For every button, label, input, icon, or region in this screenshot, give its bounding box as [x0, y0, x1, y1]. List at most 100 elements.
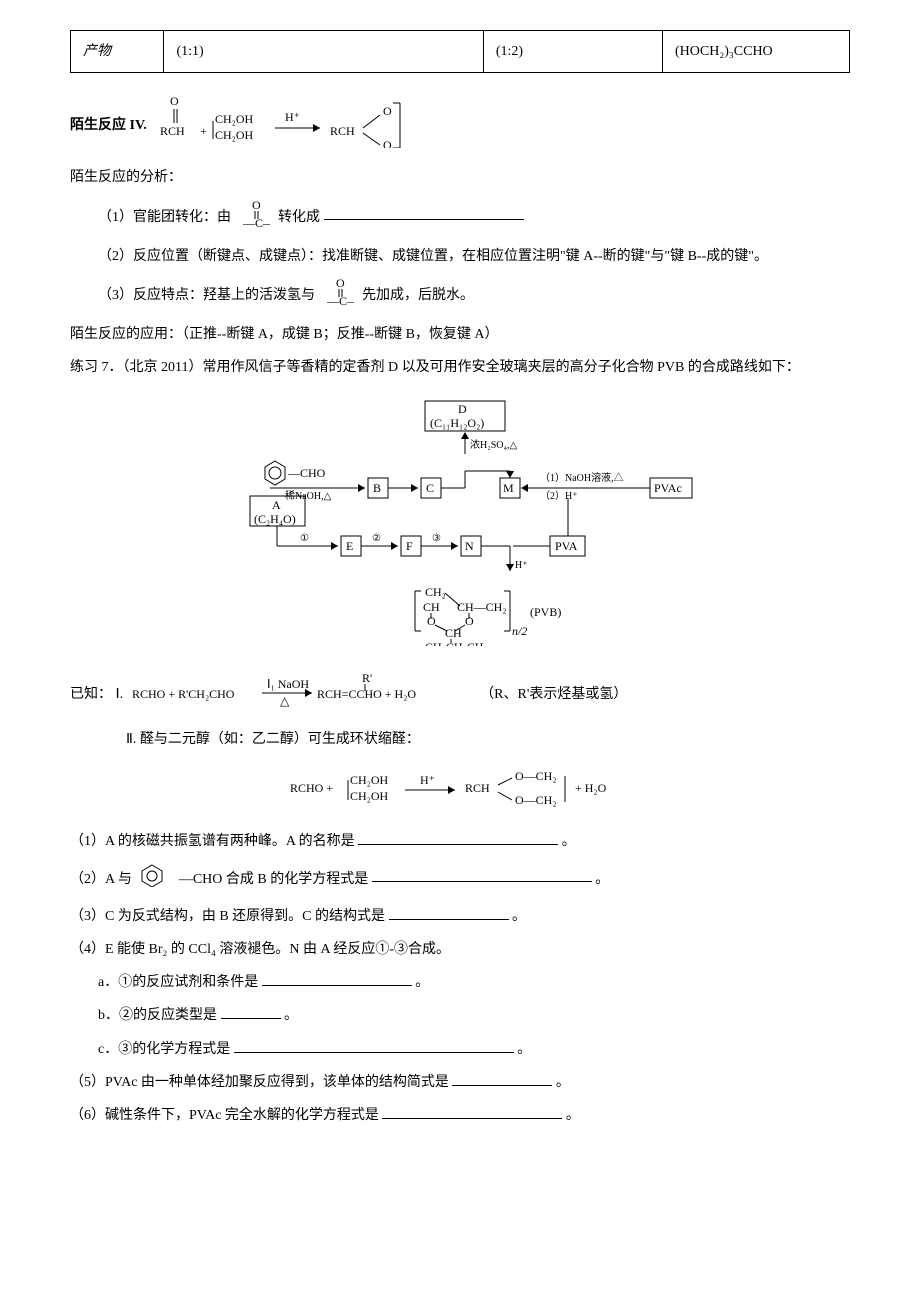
q4b: b．②的反应类型是 。 [70, 1003, 850, 1028]
analysis-1: （1）官能团转化：由 O—C— 转化成 [70, 199, 850, 236]
svg-text:—C—: —C— [242, 216, 270, 227]
q6-blank [382, 1105, 562, 1119]
known-2-num: Ⅱ. [126, 732, 136, 747]
svg-text:CH₂OH: CH₂OH [350, 773, 389, 787]
q4c-end: 。 [517, 1042, 531, 1057]
known-label: 已知： [70, 687, 112, 702]
svg-text:CH: CH [423, 600, 440, 614]
svg-text:Ⅰ₁ NaOH: Ⅰ₁ NaOH [267, 677, 309, 691]
q4a-blank [262, 972, 412, 986]
q3-end: 。 [512, 909, 526, 924]
q1: （1）A 的核磁共振氢谱有两种峰。A 的名称是 。 [70, 829, 850, 854]
blank-1 [324, 206, 524, 220]
svg-text:△: △ [280, 694, 290, 708]
q4c: c．③的化学方程式是 。 [70, 1037, 850, 1062]
svg-text:CH₂OH: CH₂OH [215, 112, 254, 126]
svg-text:H⁺: H⁺ [515, 560, 528, 571]
analysis-1-pre: （1）官能团转化：由 [98, 209, 231, 224]
analysis-2: （2）反应位置（断键点、成键点）：找准断键、成键位置，在相应位置注明"键 A--… [70, 244, 850, 269]
svg-text:①: ① [300, 533, 309, 544]
svg-text:+: + [200, 124, 207, 138]
svg-text:C: C [426, 481, 434, 495]
q6: （6）碱性条件下，PVAc 完全水解的化学方程式是 。 [70, 1103, 850, 1128]
header-table: 产物 (1:1) (1:2) (HOCH₂)₃CCHO [70, 30, 850, 73]
q4: （4）E 能使 Br₂ 的 CCl₄ 溶液褪色。N 由 A 经反应①-③合成。 [70, 937, 850, 962]
cell-2: (1:2) [483, 31, 662, 73]
svg-text:(PVB): (PVB) [530, 605, 561, 619]
known-section: 已知： Ⅰ. RCHO + R'CH₂CHO Ⅰ₁ NaOH △ R' RCH=… [70, 670, 850, 719]
svg-text:—CHO: —CHO [287, 466, 326, 480]
known-2-eq: RCHO + CH₂OH CH₂OH H⁺ RCH O—CH₂ O—CH₂ + … [70, 762, 850, 819]
application-line1: 陌生反应的应用：（正推--断键 A，成键 B；反推--断键 B，恢复键 A） [70, 322, 850, 347]
q4a: a．①的反应试剂和条件是 。 [70, 970, 850, 995]
cell-1: (1:1) [164, 31, 483, 73]
svg-text:CH₂OH: CH₂OH [350, 789, 389, 803]
svg-text:H⁺: H⁺ [420, 773, 435, 787]
svg-text:RCHO +: RCHO + [290, 781, 333, 795]
reaction-iv-row: 陌生反应 IV. O RCH + CH₂OH CH₂OH H⁺ RCH O O [70, 93, 850, 157]
q1-blank [358, 831, 558, 845]
svg-text:F: F [406, 539, 413, 553]
q5-text: （5）PVAc 由一种单体经加聚反应得到，该单体的结构简式是 [70, 1075, 449, 1090]
svg-text:CH: CH [445, 626, 462, 640]
known-1-note: （R、R'表示烃基或氢） [480, 687, 627, 702]
svg-text:RCH: RCH [465, 781, 490, 795]
application-line2: 练习 7．（北京 2011）常用作风信子等香精的定香剂 D 以及可用作安全玻璃夹… [70, 355, 850, 380]
q4a-text: a．①的反应试剂和条件是 [98, 975, 258, 990]
q4c-text: c．③的化学方程式是 [98, 1042, 230, 1057]
svg-text:N: N [465, 539, 474, 553]
q1-text: （1）A 的核磁共振氢谱有两种峰。A 的名称是 [70, 834, 355, 849]
svg-text:—C—: —C— [326, 294, 354, 305]
benzene-icon [135, 863, 175, 896]
svg-text:O—CH₂: O—CH₂ [515, 793, 557, 807]
q2-text: （2）A 与 [70, 871, 132, 886]
reaction-iv-formula: O RCH + CH₂OH CH₂OH H⁺ RCH O O [150, 93, 430, 157]
q5-blank [452, 1072, 552, 1086]
svg-text:CH—CH₂: CH—CH₂ [457, 600, 507, 614]
svg-text:浓H₂SO₄,△: 浓H₂SO₄,△ [470, 439, 517, 451]
synthesis-diagram: D (C₁₁H₁₂O₂) 浓H₂SO₄,△ —CHO A (C₂H₄O) 稀Na… [70, 396, 850, 655]
q2-blank [372, 868, 592, 882]
q3-blank [389, 906, 509, 920]
svg-text:稀NaOH,△: 稀NaOH,△ [285, 489, 332, 502]
svg-text:CH₂CH₂CH₃: CH₂CH₂CH₃ [425, 640, 488, 646]
q3-text: （3）C 为反式结构，由 B 还原得到。C 的结构式是 [70, 909, 385, 924]
q2-mid: —CHO 合成 B 的化学方程式是 [179, 871, 368, 886]
svg-text:PVA: PVA [555, 539, 578, 553]
q4a-end: 。 [415, 975, 429, 990]
q5: （5）PVAc 由一种单体经加聚反应得到，该单体的结构简式是 。 [70, 1070, 850, 1095]
q5-end: 。 [556, 1075, 570, 1090]
svg-text:RCHO + R'CH₂CHO: RCHO + R'CH₂CHO [132, 687, 235, 701]
svg-text:(C₂H₄O): (C₂H₄O) [254, 512, 296, 526]
q2-end: 。 [595, 871, 609, 886]
svg-text:M: M [503, 481, 514, 495]
svg-text:H⁺: H⁺ [285, 110, 300, 124]
svg-text:O: O [170, 94, 179, 108]
svg-text:O—CH₂: O—CH₂ [515, 769, 557, 783]
q1-end: 。 [562, 834, 576, 849]
svg-text:+ H₂O: + H₂O [575, 781, 607, 795]
known-1-eq: RCHO + R'CH₂CHO Ⅰ₁ NaOH △ R' RCH=CCHO + … [127, 670, 477, 719]
q2: （2）A 与 —CHO 合成 B 的化学方程式是 。 [70, 863, 850, 896]
known-1-num: Ⅰ. [116, 687, 124, 702]
q4b-end: 。 [284, 1008, 298, 1023]
svg-text:(C₁₁H₁₂O₂): (C₁₁H₁₂O₂) [430, 416, 484, 430]
q3: （3）C 为反式结构，由 B 还原得到。C 的结构式是 。 [70, 904, 850, 929]
svg-text:A: A [272, 498, 281, 512]
svg-text:CH₂OH: CH₂OH [215, 128, 254, 142]
svg-text:O: O [383, 104, 392, 118]
q6-end: 。 [566, 1108, 580, 1123]
analysis-3-post: 先加成，后脱水。 [362, 288, 474, 303]
svg-text:n/2: n/2 [512, 624, 527, 638]
q4c-blank [234, 1039, 514, 1053]
svg-text:E: E [346, 539, 353, 553]
svg-text:RCH: RCH [160, 124, 185, 138]
svg-text:B: B [373, 481, 381, 495]
q4b-text: b．②的反应类型是 [98, 1008, 217, 1023]
svg-text:R': R' [362, 671, 372, 685]
svg-text:O: O [336, 277, 345, 290]
reaction-iv-label: 陌生反应 IV. [70, 118, 147, 133]
known-2: Ⅱ. 醛与二元醇（如：乙二醇）可生成环状缩醛： [70, 727, 850, 752]
analysis-title: 陌生反应的分析： [70, 165, 850, 190]
analysis-1-mid: 转化成 [278, 209, 320, 224]
